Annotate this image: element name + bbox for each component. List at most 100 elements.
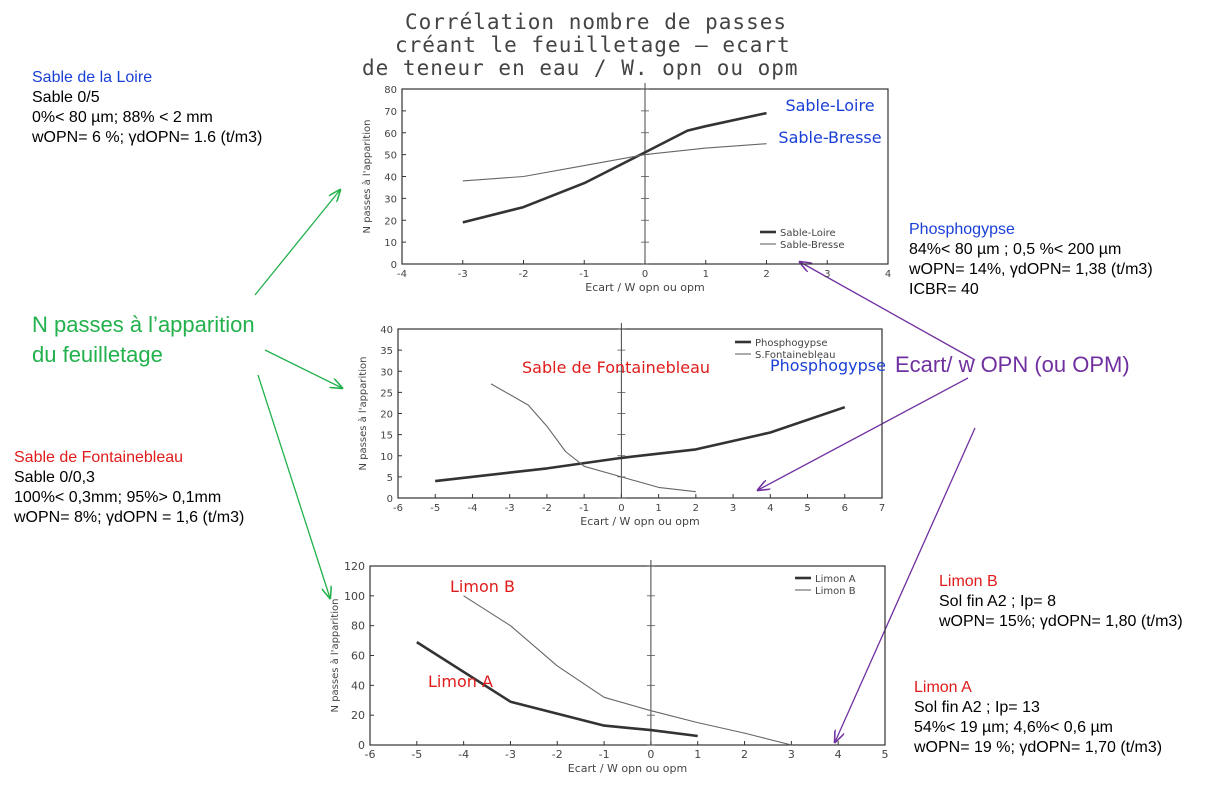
chart-2: -6 -5 -4 -3 -2 -1 0 1 2 3 4 5 6 7 0 5 10 15 20 25 30 35 40 Ecar… (357, 323, 886, 528)
limon-b-line-1: Sol fin A2 ; Ip= 8 (939, 593, 1056, 610)
y-tick-label: 100 (344, 590, 365, 603)
y-tick-label: 35 (380, 346, 393, 357)
y-tick-label: 20 (384, 216, 397, 227)
series-line-sable-loire (462, 111, 767, 224)
x-tick-label: -5 (430, 503, 440, 514)
x-tick-label: 5 (882, 748, 889, 761)
x-tick-label: -2 (519, 269, 529, 280)
chart-title-line-3: de teneur en eau / W. opn ou opm (362, 56, 799, 80)
x-tick-label: -6 (393, 503, 403, 514)
x-tick-label: 6 (842, 503, 848, 514)
x-tick-label: 4 (835, 748, 842, 761)
x-tick-label: 3 (730, 503, 736, 514)
limon-a-annotation: Limon A Sol fin A2 ; Ip= 13 54%< 19 µm; … (914, 678, 1162, 758)
series-label: Phosphogypse (770, 356, 886, 375)
x-tick-label: 5 (804, 503, 810, 514)
x-tick-label: 0 (647, 748, 654, 761)
legend-label: Phosphogypse (755, 338, 827, 349)
x-tick-label: 0 (642, 269, 648, 280)
sable-loire-line-2: 0%< 80 µm; 88% < 2 mm (32, 109, 213, 126)
n-passes-label: N passes à l’apparition du feuilletage (32, 310, 255, 370)
x-tick-label: 0 (618, 503, 624, 514)
plot-frame (369, 565, 886, 746)
y-axis-label: N passes à l'apparition (361, 120, 373, 234)
y-tick-label: 20 (380, 410, 393, 421)
x-tick-label: 2 (741, 748, 748, 761)
sable-loire-annotation: Sable de la Loire Sable 0/5 0%< 80 µm; 8… (32, 68, 262, 148)
phosphogypse-line-2: wOPN= 14%, γdOPN= 1,38 (t/m3) (909, 261, 1153, 278)
x-tick-label: 7 (879, 503, 885, 514)
y-tick-label: 40 (384, 173, 397, 184)
series-label: Limon B (450, 577, 515, 596)
sable-fontainebleau-line-2: 100%< 0,3mm; 95%> 0,1mm (14, 489, 222, 506)
arrow-to-chart-3 (257, 374, 330, 598)
y-tick-label: 10 (380, 452, 393, 463)
n-passes-label-line-1: N passes à l’apparition (32, 312, 255, 337)
phosphogypse-line-1: 84%< 80 µm ; 0,5 %< 200 µm (909, 241, 1122, 258)
y-tick-label: 15 (380, 431, 393, 442)
x-tick-label: 1 (703, 269, 709, 280)
phosphogypse-name: Phosphogypse (909, 221, 1015, 238)
x-tick-label: -1 (579, 269, 589, 280)
y-axis-label: N passes à l'apparition (329, 599, 341, 713)
y-tick-label: 50 (384, 151, 397, 162)
arrow-to-axis-2 (758, 377, 969, 490)
sable-fontainebleau-line-1: Sable 0/0,3 (14, 469, 95, 486)
x-tick-label: -2 (552, 748, 563, 761)
series-line-sable-bresse (462, 143, 767, 182)
annotation-arrows (254, 190, 976, 742)
y-tick-label: 40 (380, 325, 393, 336)
arrow-to-axis-1 (800, 262, 976, 361)
x-tick-label: -5 (411, 748, 422, 761)
x-tick-label: 2 (693, 503, 699, 514)
x-tick-label: -2 (542, 503, 552, 514)
limon-b-line-2: wOPN= 15%; γdOPN= 1,80 (t/m3) (939, 613, 1183, 630)
x-axis-label: Ecart / W opn ou opm (580, 515, 699, 528)
limon-a-line-2: 54%< 19 µm; 4,6%< 0,6 µm (914, 719, 1113, 736)
y-tick-label: 0 (391, 260, 397, 271)
series-label: Sable-Bresse (778, 128, 881, 147)
n-passes-label-line-2: du feuilletage (32, 342, 163, 367)
legend-label: Limon B (815, 586, 856, 597)
y-tick-label: 40 (351, 679, 365, 692)
y-tick-label: 120 (344, 560, 365, 573)
x-axis-label: Ecart / W opn ou opm (585, 281, 704, 294)
x-tick-label: -6 (365, 748, 376, 761)
x-tick-label: 4 (885, 269, 891, 280)
chart-title-line-2: créant le feuilletage — ecart (395, 33, 791, 57)
legend-label: Sable-Bresse (780, 240, 844, 251)
chart-3: -6 -5 -4 -3 -2 -1 0 1 2 3 4 5 0 20 40 60 80 100 120 Ecart /… (329, 560, 889, 775)
sable-fontainebleau-annotation: Sable de Fontainebleau Sable 0/0,3 100%<… (14, 448, 244, 528)
y-tick-label: 20 (351, 709, 365, 722)
x-tick-label: -3 (505, 748, 516, 761)
limon-b-annotation: Limon B Sol fin A2 ; Ip= 8 wOPN= 15%; γd… (939, 572, 1183, 632)
y-tick-label: 60 (384, 129, 397, 140)
x-tick-label: -4 (458, 748, 469, 761)
x-tick-label: 3 (788, 748, 795, 761)
sable-loire-line-3: wOPN= 6 %; γdOPN= 1.6 (t/m3) (32, 129, 263, 146)
arrow-to-chart-1 (254, 190, 340, 296)
sable-loire-line-1: Sable 0/5 (32, 89, 100, 106)
y-tick-label: 30 (384, 194, 397, 205)
limon-a-name: Limon A (914, 679, 972, 696)
y-tick-label: 10 (384, 238, 397, 249)
arrow-to-chart-2 (264, 349, 342, 388)
phosphogypse-line-3: ICBR= 40 (909, 281, 979, 298)
x-tick-label: 4 (767, 503, 773, 514)
y-tick-label: 0 (358, 739, 365, 752)
sable-fontainebleau-name: Sable de Fontainebleau (14, 449, 184, 466)
sable-fontainebleau-line-3: wOPN= 8%; γdOPN = 1,6 (t/m3) (14, 509, 245, 526)
y-tick-label: 80 (351, 620, 365, 633)
series-line-s-fontainebleau (490, 383, 696, 493)
y-tick-label: 0 (387, 494, 393, 505)
x-tick-label: -1 (579, 503, 589, 514)
series-label: Limon A (428, 672, 493, 691)
y-tick-label: 70 (384, 107, 397, 118)
legend-label: Sable-Loire (780, 228, 836, 239)
y-tick-label: 25 (380, 388, 393, 399)
x-tick-label: 3 (824, 269, 830, 280)
x-tick-label: -3 (458, 269, 468, 280)
y-tick-label: 80 (384, 85, 397, 96)
